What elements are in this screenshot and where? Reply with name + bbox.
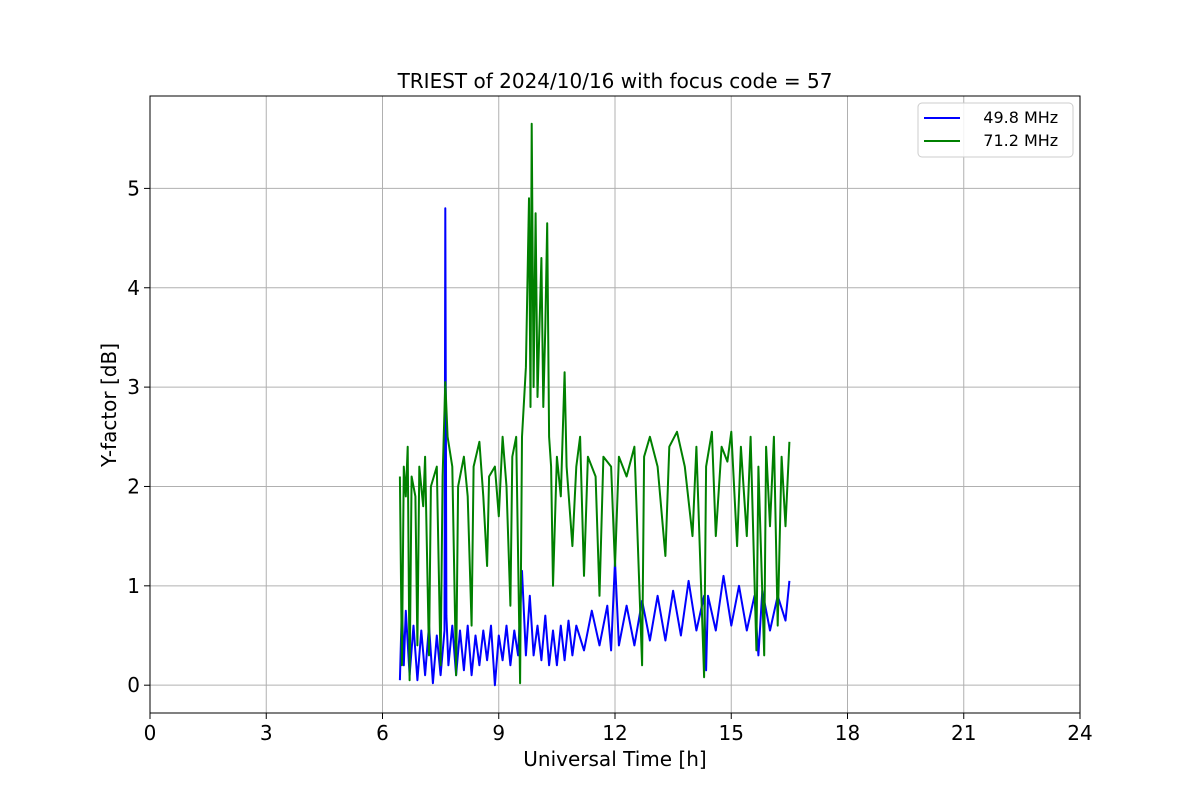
x-tick-label-2: 6 — [376, 721, 389, 745]
x-tick-label-1: 3 — [260, 721, 273, 745]
legend-box — [917, 102, 1074, 158]
chart-title: TRIEST of 2024/10/16 with focus code = 5… — [397, 69, 833, 93]
y-axis: 0 1 2 3 4 5 — [127, 176, 150, 697]
y-axis-label: Y-factor [dB] — [97, 343, 121, 468]
y-tick-label-0: 0 — [127, 673, 140, 697]
legend: 49.8 MHz 71.2 MHz — [917, 102, 1074, 158]
series-layer — [398, 122, 791, 687]
x-tick-label-8: 24 — [1067, 721, 1092, 745]
y-tick-label-2: 2 — [127, 474, 140, 498]
x-tick-label-6: 18 — [835, 721, 860, 745]
x-tick-label-0: 0 — [144, 721, 157, 745]
x-axis-label: Universal Time [h] — [523, 747, 706, 771]
series-line-1 — [398, 122, 791, 685]
y-tick-label-4: 4 — [127, 276, 140, 300]
x-tick-label-4: 12 — [602, 721, 627, 745]
y-tick-label-3: 3 — [127, 375, 140, 399]
y-tick-label-5: 5 — [127, 176, 140, 200]
x-tick-label-7: 21 — [951, 721, 976, 745]
legend-label-1: 71.2 MHz — [968, 131, 1058, 150]
legend-label-0: 49.8 MHz — [968, 108, 1058, 127]
x-tick-label-5: 15 — [719, 721, 744, 745]
x-tick-label-3: 9 — [492, 721, 505, 745]
y-tick-label-1: 1 — [127, 574, 140, 598]
x-axis: 0 3 6 9 12 15 18 21 24 — [144, 713, 1093, 745]
